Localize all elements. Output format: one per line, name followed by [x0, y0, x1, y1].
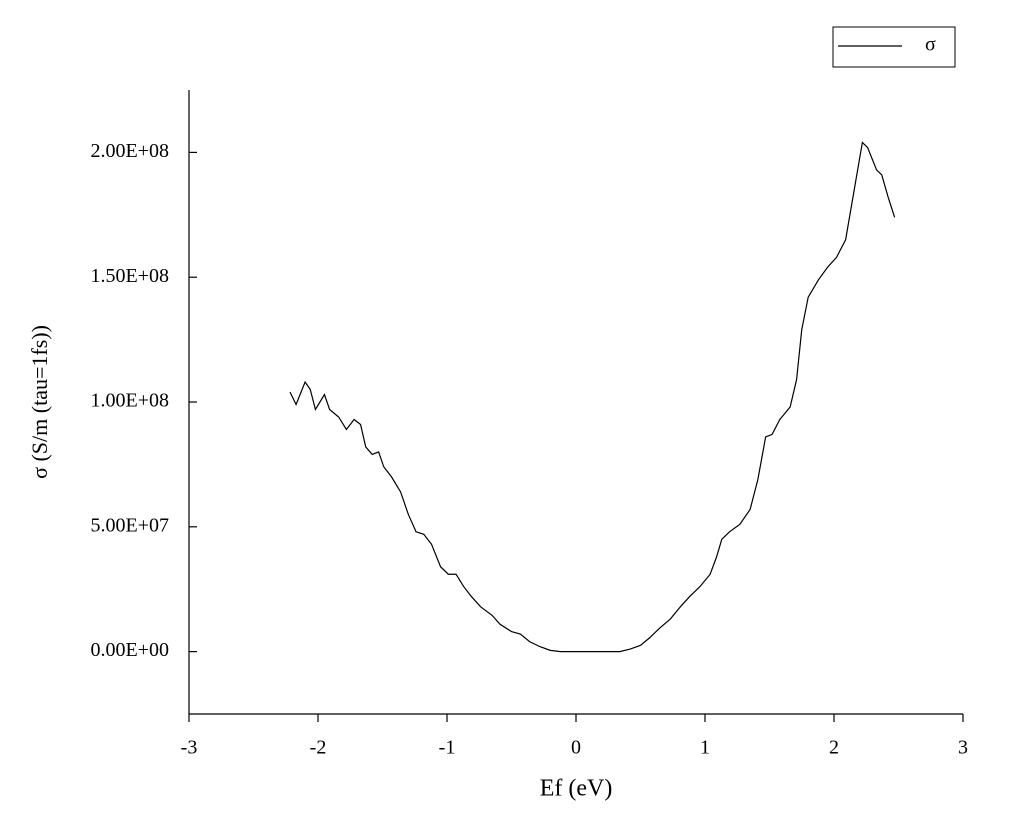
x-tick-label: 3 — [958, 737, 968, 759]
y-axis-label: σ (S/m (tau=1fs)) — [27, 325, 52, 479]
x-tick-label: -2 — [310, 737, 327, 759]
line — [289, 141, 896, 653]
legend-label: σ — [925, 34, 936, 56]
y-tick-label: 1.50E+08 — [91, 265, 170, 287]
x-axis-label: Ef (eV) — [540, 776, 613, 802]
y-tick-label: 0.00E+00 — [91, 639, 170, 661]
x-tick-label: 1 — [700, 737, 710, 759]
x-tick-label: -1 — [439, 737, 456, 759]
x-tick-label: -3 — [181, 737, 198, 759]
y-tick-label: 5.00E+07 — [91, 514, 170, 536]
y-tick-label: 1.00E+08 — [91, 390, 170, 412]
y-tick-label: 2.00E+08 — [91, 140, 170, 162]
x-tick-label: 0 — [571, 737, 581, 759]
x-tick-label: 2 — [829, 737, 839, 759]
legend-box — [832, 26, 956, 68]
